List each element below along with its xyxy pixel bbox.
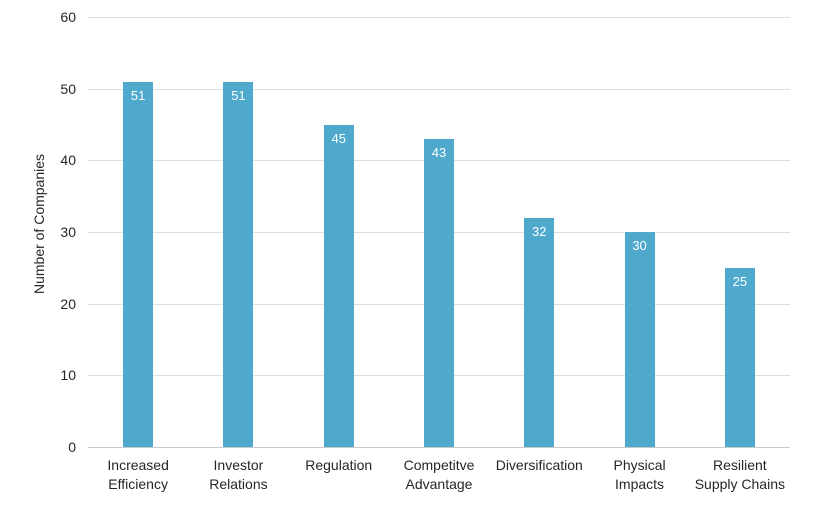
x-category-label-line: Diversification (495, 457, 583, 473)
bar-value-label: 51 (231, 87, 246, 103)
y-tick-label: 60 (60, 9, 76, 25)
bar-value-label: 25 (732, 273, 748, 289)
y-tick-label: 20 (60, 295, 76, 312)
x-axis-baseline (88, 447, 790, 448)
bar: 51 (123, 81, 154, 447)
y-tick-label: 0 (68, 439, 76, 455)
x-category-label-line: Physical (613, 457, 666, 473)
bar-value-label: 30 (632, 238, 647, 253)
x-category-label: Physical Impacts (584, 456, 696, 494)
y-tick-label: 50 (60, 80, 76, 97)
x-category-label: Competitve Advantage (383, 456, 495, 494)
bar: 45 (323, 124, 354, 447)
x-category-label: Regulation (283, 456, 395, 475)
bar-value-label: 51 (130, 87, 146, 103)
x-category-label: Diversification (483, 456, 595, 475)
x-category-label: Investor Relations (182, 456, 294, 494)
y-tick-label: 40 (60, 152, 76, 169)
bar: 30 (624, 232, 655, 447)
bar: 32 (524, 217, 555, 447)
x-category-label-line: Regulation (305, 457, 373, 473)
x-category-label-line: Resilient (712, 457, 767, 473)
x-category-label-line: Investor (213, 457, 264, 473)
bar: 43 (424, 138, 454, 447)
x-category-label-line: Impacts (615, 476, 665, 492)
plot-area: 51 51 45 43 32 30 25 (88, 17, 790, 448)
x-category-label-line: Efficiency (108, 476, 168, 492)
bar: 25 (724, 267, 755, 447)
x-category-label-line: Relations (209, 476, 268, 492)
x-category-label: Increased Efficiency (82, 456, 194, 494)
bar-value-label: 43 (431, 144, 447, 160)
y-tick-label: 10 (60, 367, 76, 384)
gridline (88, 88, 790, 90)
x-category-label: Resilient Supply Chains (684, 456, 796, 494)
gridline (88, 17, 790, 18)
x-category-label-line: Competitve (403, 457, 475, 473)
x-category-label-line: Advantage (405, 476, 473, 492)
x-category-label-line: Supply Chains (694, 476, 785, 492)
y-tick-label: 30 (60, 224, 76, 240)
bar: 51 (223, 81, 254, 447)
x-category-label-line: Increased (107, 457, 169, 473)
bar-value-label: 32 (532, 223, 547, 239)
bar-value-label: 45 (331, 130, 346, 146)
